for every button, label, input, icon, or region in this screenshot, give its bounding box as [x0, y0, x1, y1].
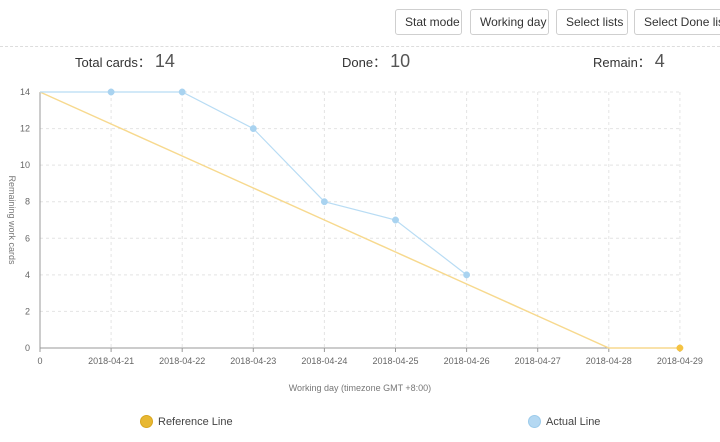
legend-reference-label: Reference Line: [158, 415, 233, 428]
y-tick-label: 10: [20, 160, 30, 170]
legend-reference-dot: [140, 415, 153, 429]
toolbar: Stat mode Working day Select lists Selec…: [0, 9, 720, 37]
done-label: Done：: [342, 55, 387, 70]
done-value: 10: [390, 51, 411, 71]
x-tick-label: 2018-04-23: [230, 356, 276, 366]
select-done-list-button[interactable]: Select Done list: [634, 9, 720, 35]
x-tick-label: 2018-04-21: [88, 356, 134, 366]
legend-actual-line[interactable]: Actual Line: [528, 413, 600, 429]
actual-point: [178, 88, 186, 96]
y-tick-label: 4: [25, 270, 30, 280]
y-tick-label: 2: [25, 306, 30, 316]
x-tick-label: 2018-04-24: [301, 356, 347, 366]
divider: [0, 46, 720, 47]
working-day-button[interactable]: Working day: [470, 9, 549, 35]
x-tick-label: 2018-04-29: [657, 356, 703, 366]
x-tick-label: 2018-04-25: [372, 356, 418, 366]
legend-actual-dot: [528, 415, 541, 429]
done-stat: Done： 10: [342, 51, 410, 75]
actual-point: [107, 88, 115, 96]
y-tick-label: 14: [20, 87, 30, 97]
remain-value: 4: [654, 51, 665, 71]
remain-stat: Remain： 4: [593, 51, 665, 75]
select-lists-button[interactable]: Select lists: [556, 9, 628, 35]
y-tick-label: 12: [20, 124, 30, 134]
remain-label: Remain：: [593, 55, 651, 70]
y-tick-label: 8: [25, 197, 30, 207]
actual-point: [249, 125, 257, 133]
y-tick-label: 6: [25, 233, 30, 243]
legend-reference-line[interactable]: Reference Line: [140, 413, 233, 429]
stat-mode-button[interactable]: Stat mode: [395, 9, 462, 35]
total-cards-stat: Total cards： 14: [75, 51, 175, 75]
legend-actual-label: Actual Line: [546, 415, 601, 428]
actual-point: [392, 216, 399, 224]
x-tick-label: 0: [37, 356, 42, 366]
x-tick-label: 2018-04-27: [515, 356, 561, 366]
burndown-chart: 0 2 4 6 8 10 12 14 0 2018-04-21 2018-04-22 2018-04-…: [7, 87, 703, 393]
reference-point: [676, 344, 684, 352]
actual-point: [463, 271, 471, 279]
reference-line: [39, 91, 680, 349]
x-tick-label: 2018-04-28: [586, 356, 632, 366]
actual-point: [320, 198, 328, 206]
total-cards-label: Total cards：: [75, 55, 151, 70]
x-axis-title: Working day (timezone GMT +8:00): [289, 383, 431, 393]
x-tick-label: 2018-04-26: [444, 356, 490, 366]
y-axis-title: Remaining work cards: [7, 175, 17, 265]
x-tick-label: 2018-04-22: [159, 356, 205, 366]
total-cards-value: 14: [154, 51, 175, 71]
y-tick-label: 0: [25, 343, 30, 353]
